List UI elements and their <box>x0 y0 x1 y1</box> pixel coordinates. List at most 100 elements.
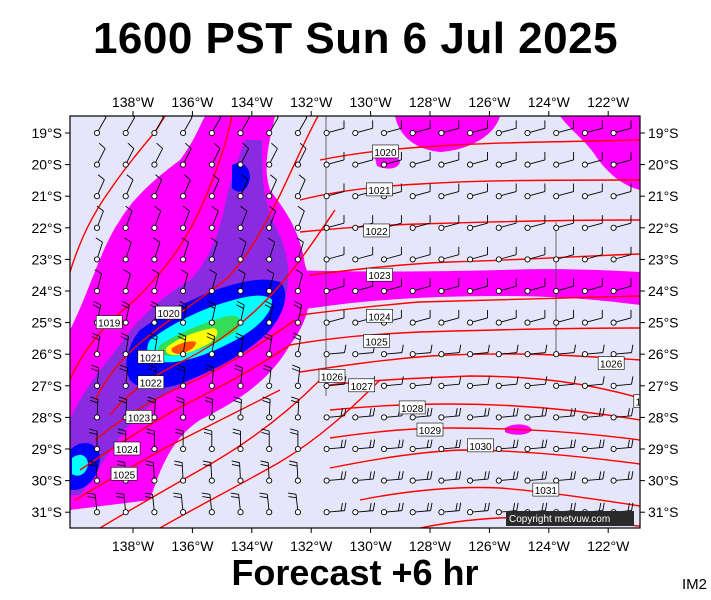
isobar-label-text: 1022 <box>140 379 163 390</box>
wind-barb <box>495 246 517 263</box>
wind-barb <box>409 344 433 358</box>
wind-barb <box>236 300 245 326</box>
wind-barb <box>409 215 431 231</box>
wind-barb <box>151 116 164 137</box>
isobar-1020b <box>319 139 640 161</box>
wind-barb <box>119 364 129 389</box>
wind-barb <box>260 460 273 484</box>
lon-label-bottom: 124°W <box>528 538 571 554</box>
wind-barb <box>151 237 161 263</box>
wind-barb <box>581 120 603 137</box>
isobar-1026a <box>99 379 321 528</box>
wind-barb <box>121 300 130 326</box>
wind-barbs <box>87 116 634 516</box>
wind-barb <box>467 151 488 168</box>
wind-barb <box>553 309 575 326</box>
wind-barb <box>207 300 216 326</box>
wind-barb <box>294 205 305 231</box>
lat-label-left: 23°S <box>31 251 62 267</box>
wind-barb <box>553 376 576 389</box>
wind-barb <box>180 269 189 295</box>
wind-barb <box>323 309 345 326</box>
wind-barb <box>122 269 131 295</box>
wind-barb <box>259 492 273 516</box>
wind-barb <box>467 309 488 326</box>
wind-barb <box>180 205 190 231</box>
wind-barb <box>323 151 345 168</box>
isobar-label: 1021 <box>137 350 165 364</box>
wind-barb <box>380 376 404 389</box>
isobar-label-text: 1029 <box>419 426 442 437</box>
isobar-1031 <box>359 486 640 507</box>
wind-barb <box>266 174 277 200</box>
lat-label-right: 20°S <box>648 157 679 173</box>
wind-barb <box>380 278 402 295</box>
wind-barb <box>409 439 433 453</box>
isobar-label: 1027 <box>348 378 375 393</box>
wind-barb <box>352 439 376 453</box>
lon-label-bottom: 138°W <box>112 538 155 554</box>
lat-label-right: 28°S <box>648 409 679 425</box>
wind-barb <box>203 428 215 453</box>
wind-barb <box>438 151 460 168</box>
lon-label-bottom: 126°W <box>468 538 511 554</box>
isobar-labels: 1019 1020 1021 1022 1023 1024 1025 1020 1021 1022… <box>95 144 640 497</box>
wind-barb <box>524 376 548 389</box>
isobar-label: 1022 <box>137 375 165 390</box>
isobar-1024b <box>299 295 640 316</box>
isobar-label-text: 1031 <box>535 486 558 497</box>
wind-barb <box>553 215 575 231</box>
map-frame <box>69 115 641 529</box>
isobar-1020a <box>70 116 233 381</box>
wind-barb <box>438 120 460 137</box>
wind-barb <box>581 183 603 200</box>
wind-barb <box>294 237 304 263</box>
wind-barb <box>266 205 277 231</box>
isobar-1029 <box>329 427 640 441</box>
wind-barb <box>201 492 215 516</box>
wind-barb <box>151 205 162 231</box>
wind-barb <box>234 364 244 389</box>
lat-label-right: 27°S <box>648 378 679 394</box>
wind-barb <box>205 364 215 389</box>
isobar-1019 <box>70 116 166 273</box>
lon-label-bottom: 128°W <box>409 538 452 554</box>
lon-label-top: 122°W <box>587 94 630 110</box>
wind-barb <box>352 246 374 263</box>
wind-barb <box>180 174 191 200</box>
wind-barb <box>93 174 105 200</box>
wind-barb <box>467 183 488 200</box>
lon-label-bottom: 136°W <box>171 538 214 554</box>
wind-barb <box>202 460 215 484</box>
lat-label-left: 30°S <box>31 473 62 489</box>
wind-barb <box>323 439 347 453</box>
wind-barb <box>581 278 603 295</box>
wind-barb <box>438 215 460 231</box>
isobar-label-text: 1023 <box>368 271 391 282</box>
isobar-label-text: 1021 <box>140 353 163 364</box>
isobar-1021b <box>299 179 640 201</box>
isobar-1025b <box>289 327 640 346</box>
isobar-label: 1022 <box>363 223 390 238</box>
wind-barb <box>467 407 490 421</box>
isobar-label: 1026 <box>318 369 346 383</box>
wind-barb <box>93 269 103 295</box>
wind-barb <box>409 376 433 389</box>
wind-barb <box>122 174 134 200</box>
wind-barb <box>120 332 129 358</box>
lon-label-top: 124°W <box>528 94 571 110</box>
wind-barb <box>176 364 187 389</box>
wind-barb <box>553 183 575 200</box>
wind-barb <box>180 237 190 263</box>
wind-barb <box>409 183 431 200</box>
wind-barb <box>208 142 221 168</box>
wind-barb <box>495 439 519 453</box>
wind-barb <box>91 332 101 358</box>
lon-label-bottom: 132°W <box>290 538 333 554</box>
wind-barb <box>290 428 301 453</box>
isobar-label-text: 1026 <box>600 360 623 371</box>
wind-barb <box>438 183 460 200</box>
wind-barb <box>90 396 101 421</box>
wind-barb <box>409 407 433 421</box>
wind-barb <box>323 246 345 263</box>
